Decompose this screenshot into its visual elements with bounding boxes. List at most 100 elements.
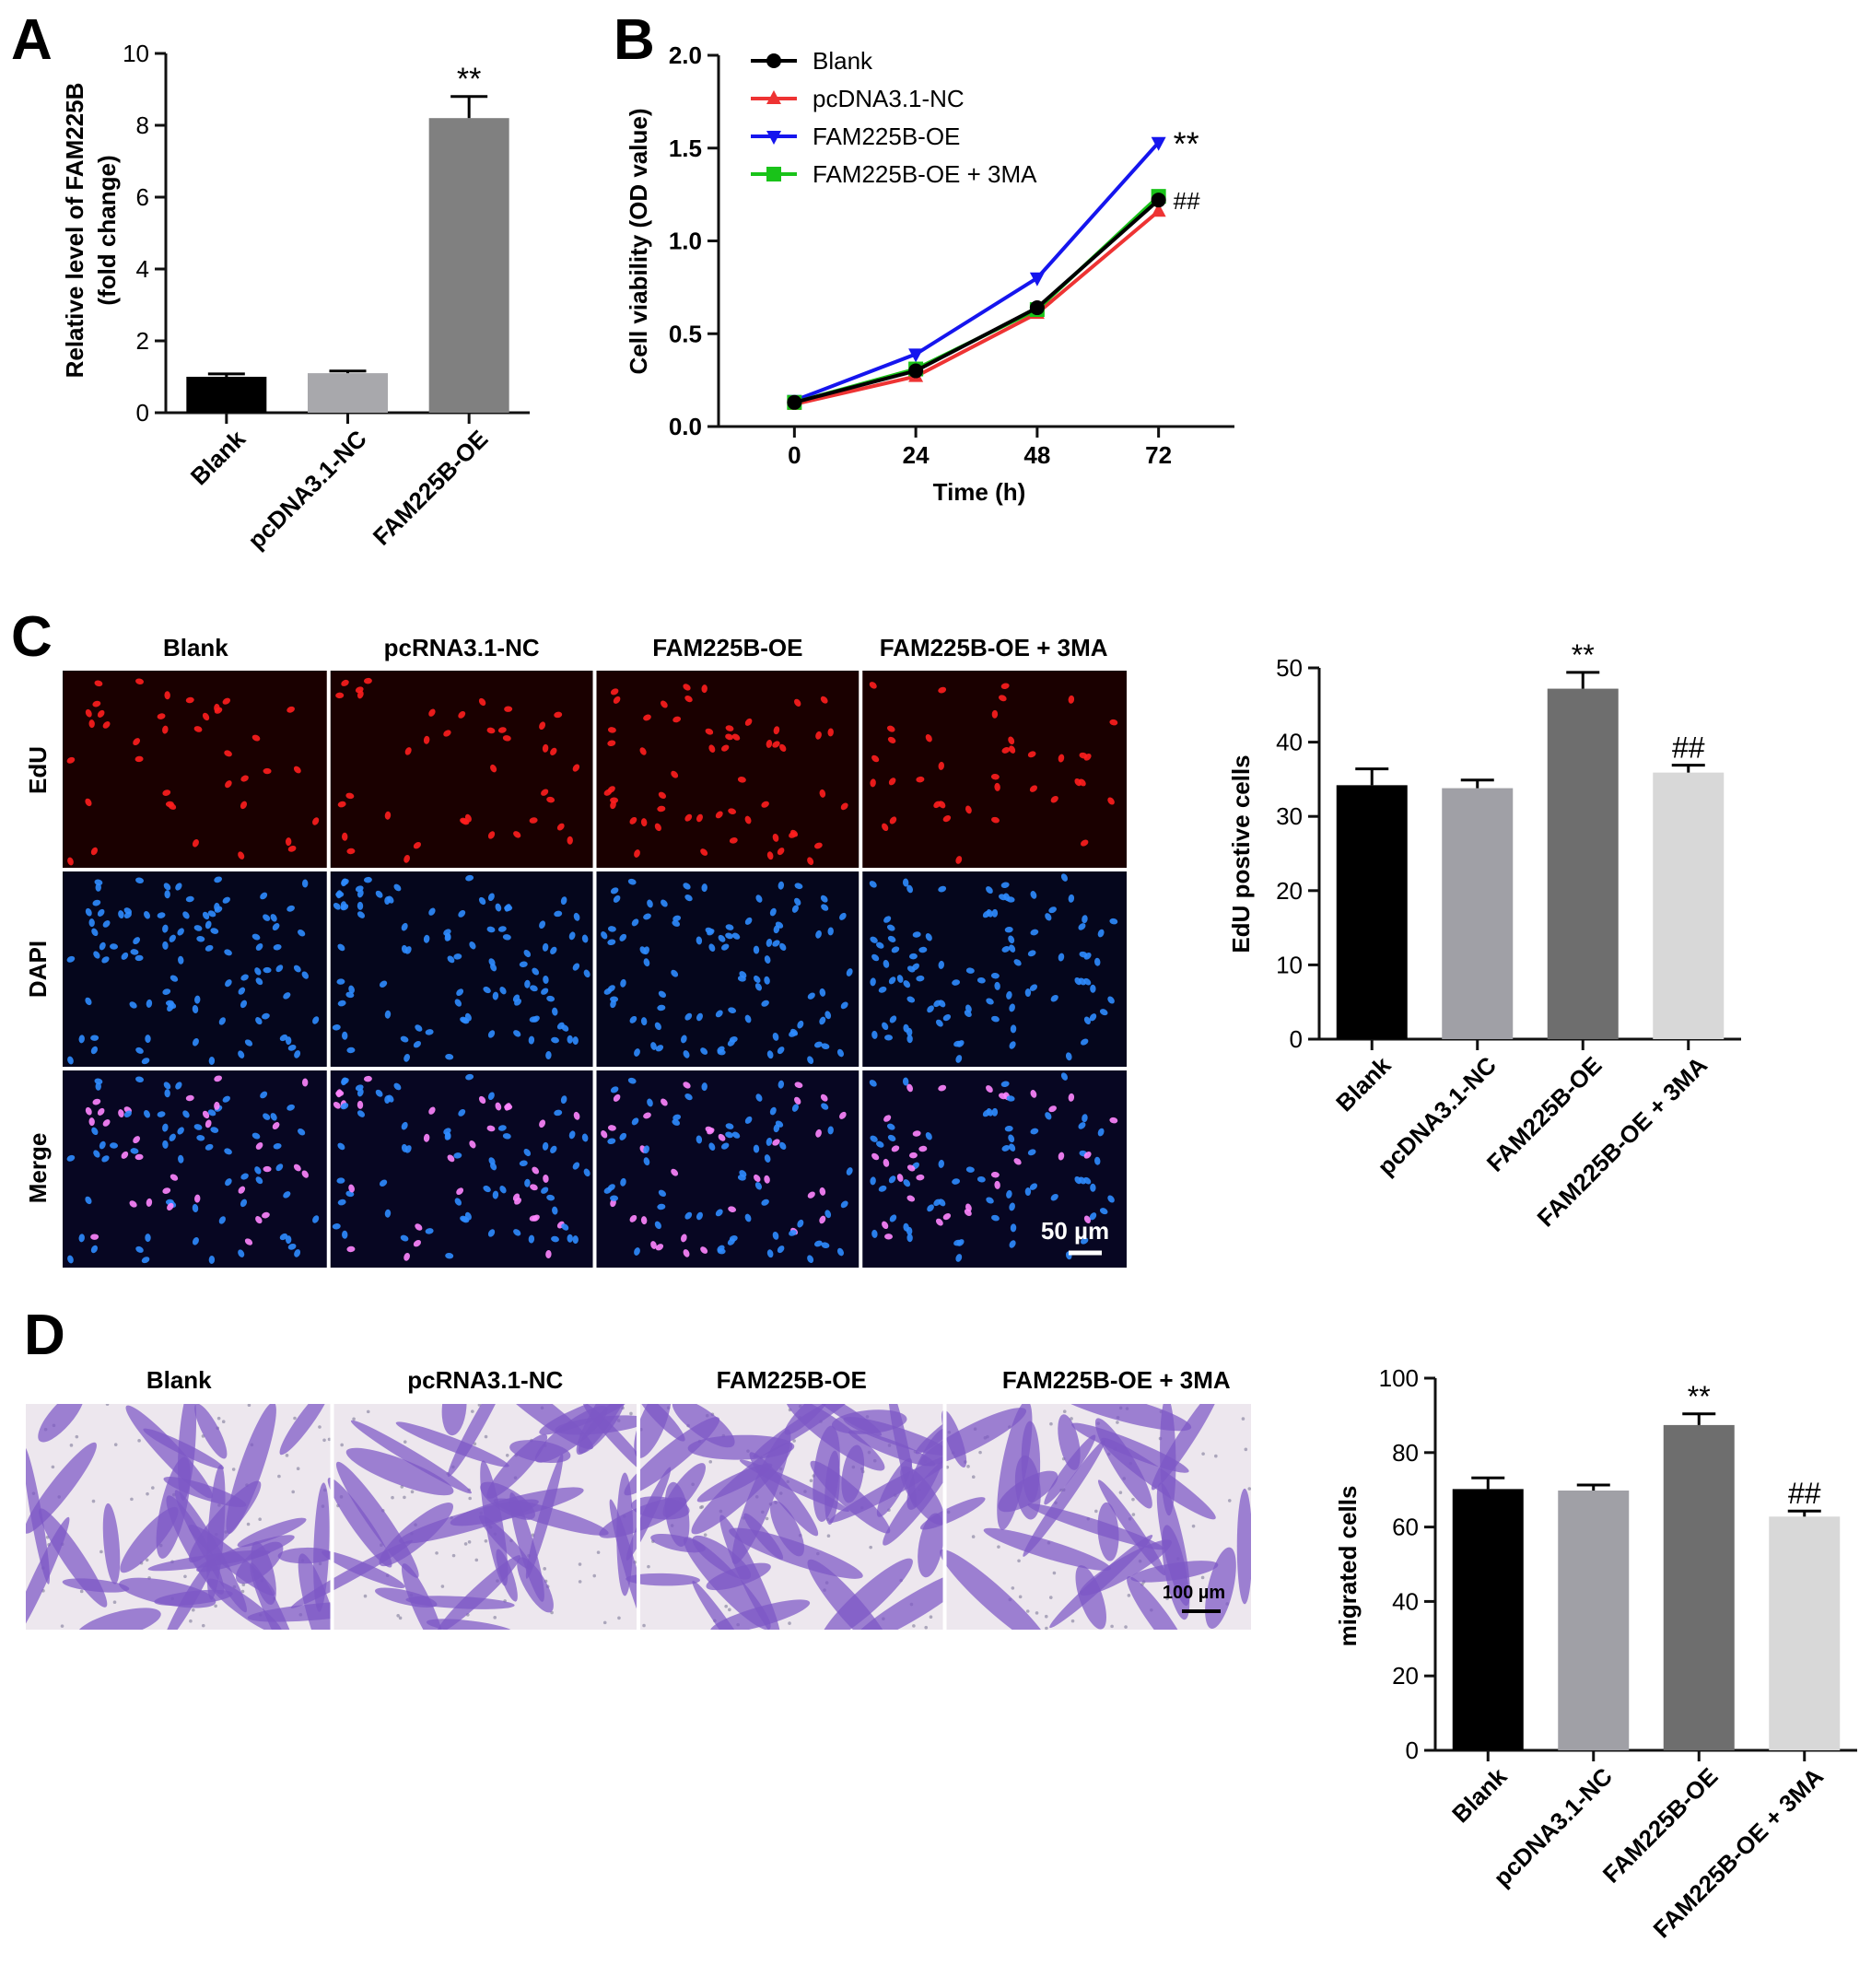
panel-c-nucleus	[775, 921, 784, 929]
panel-c-nucleus	[821, 1242, 830, 1248]
panel-c-nucleus	[162, 924, 169, 933]
panel-c-nucleus	[355, 1084, 364, 1092]
panel-c-nucleus	[539, 920, 546, 930]
panel-c-nucleus	[294, 1050, 301, 1058]
panel-c-nucleus	[672, 915, 682, 922]
panel-d-membrane-pore	[1116, 1421, 1119, 1424]
panel-d-membrane-pore	[1045, 1626, 1048, 1630]
panel-c-nucleus	[301, 971, 309, 979]
panel-c-nucleus	[839, 1111, 847, 1119]
panel-c-nucleus	[240, 974, 249, 981]
panel-c-nucleus	[779, 743, 787, 752]
panel-c-nucleus	[725, 733, 733, 741]
panel-c-nucleus	[185, 895, 194, 903]
panel-c-nucleus	[560, 896, 567, 906]
panel-c-nucleus	[293, 965, 301, 973]
panel-c-nucleus	[753, 975, 761, 984]
panel-a-ylabel-line2: (fold change)	[93, 155, 121, 305]
panel-c-nucleus	[871, 1030, 878, 1039]
panel-c-nucleus	[933, 1199, 941, 1207]
panel-c-nucleus	[766, 739, 773, 748]
panel-c-nucleus	[794, 1096, 801, 1105]
panel-d-x-tick-label: Blank	[1446, 1762, 1513, 1829]
panel-c-nucleus	[357, 1100, 364, 1109]
panel-c-nucleus	[869, 1080, 877, 1087]
panel-c-nucleus	[846, 1167, 853, 1175]
panel-c-nucleus	[167, 1202, 174, 1210]
panel-d-migrated-cell	[290, 1539, 414, 1608]
panel-c-nucleus	[953, 1239, 962, 1246]
panel-c-nucleus	[933, 1000, 941, 1008]
panel-c-nucleus	[293, 1164, 301, 1172]
panel-b-legend-marker	[766, 167, 781, 181]
panel-c-nucleus	[655, 1045, 664, 1052]
panel-b-ylabel: Cell viability (OD value)	[625, 109, 652, 375]
panel-c-nucleus	[164, 691, 170, 700]
panel-c-nucleus	[976, 1175, 986, 1183]
panel-c-nucleus	[1008, 736, 1015, 745]
panel-c-bar	[1442, 788, 1514, 1039]
panel-c-nucleus	[196, 1135, 205, 1141]
panel-c-nucleus	[238, 1050, 245, 1058]
panel-c-nucleus	[275, 1164, 284, 1172]
panel-c-nucleus	[348, 985, 355, 994]
panel-c-nucleus	[991, 908, 999, 918]
panel-c-nucleus	[502, 934, 511, 941]
panel-c-nucleus	[513, 1030, 521, 1037]
panel-c-nucleus	[936, 1218, 943, 1226]
panel-c-nucleus	[925, 1132, 932, 1140]
panel-c-nucleus	[896, 1174, 904, 1182]
panel-c-marks: 01020304050BlankpcDNA3.1-NCFAM225B-OE**F…	[1276, 638, 1741, 1232]
panel-c-nucleus	[683, 883, 691, 890]
panel-c-nucleus	[499, 987, 507, 995]
panel-c-bar	[1547, 688, 1619, 1039]
panel-c-nucleus	[1083, 1016, 1091, 1024]
panel-c-nucleus	[647, 899, 653, 908]
panel-c-nucleus	[453, 1152, 462, 1159]
panel-d-membrane-pore	[1052, 1571, 1057, 1575]
panel-c-nucleus	[708, 744, 716, 754]
panel-letter-c: C	[11, 605, 53, 669]
panel-c-nucleus	[700, 1246, 708, 1254]
panel-c-nucleus	[876, 941, 884, 949]
panel-c-nucleus	[773, 726, 780, 735]
panel-c-nucleus	[1006, 896, 1015, 903]
panel-d-membrane-pore	[318, 1425, 322, 1429]
panel-c-nucleus	[938, 885, 947, 893]
panel-c-nucleus	[458, 910, 466, 918]
panel-c-nucleus	[225, 979, 232, 988]
panel-d-membrane-pore	[1018, 1595, 1023, 1599]
panel-c-nucleus	[251, 1132, 261, 1140]
panel-c-nucleus	[93, 951, 100, 959]
panel-c-nucleus	[761, 1199, 769, 1206]
panel-c-nucleus	[1000, 683, 1010, 689]
panel-c-nucleus	[613, 1093, 621, 1102]
panel-d-membrane-pore	[1131, 1497, 1135, 1502]
panel-c-nucleus	[387, 895, 394, 904]
panel-d-membrane-pore	[293, 1416, 297, 1421]
panel-c-nucleus	[532, 967, 540, 976]
panel-c-nucleus	[488, 1157, 496, 1165]
panel-d-membrane-pore	[105, 1404, 110, 1406]
panel-c-nucleus	[1006, 1095, 1015, 1102]
panel-c-scale-bar-label: 50 µm	[1041, 1217, 1109, 1245]
panel-c-nucleus	[654, 823, 661, 832]
panel-c-image-edu-4	[860, 671, 1127, 870]
panel-c-image-dapi-3	[594, 870, 861, 1069]
panel-c-nucleus	[102, 1119, 111, 1127]
panel-c-nucleus	[1065, 1052, 1072, 1061]
panel-c-nucleus	[725, 924, 734, 930]
panel-c-nucleus	[1083, 952, 1092, 960]
panel-c-nucleus	[607, 985, 615, 992]
panel-c-nucleus	[260, 1091, 268, 1099]
panel-c-nucleus	[523, 1149, 532, 1157]
panel-c-nucleus	[283, 992, 291, 1000]
panel-b-data-point	[1029, 300, 1045, 316]
panel-d-migrated-cell	[940, 1549, 1050, 1630]
panel-c-nucleus	[640, 818, 648, 827]
panel-b-data-point	[787, 394, 802, 410]
panel-c-nucleus	[794, 1082, 803, 1089]
panel-c-nucleus	[393, 883, 402, 892]
panel-c-nucleus	[478, 896, 486, 906]
panel-c-nucleus	[336, 1177, 345, 1184]
